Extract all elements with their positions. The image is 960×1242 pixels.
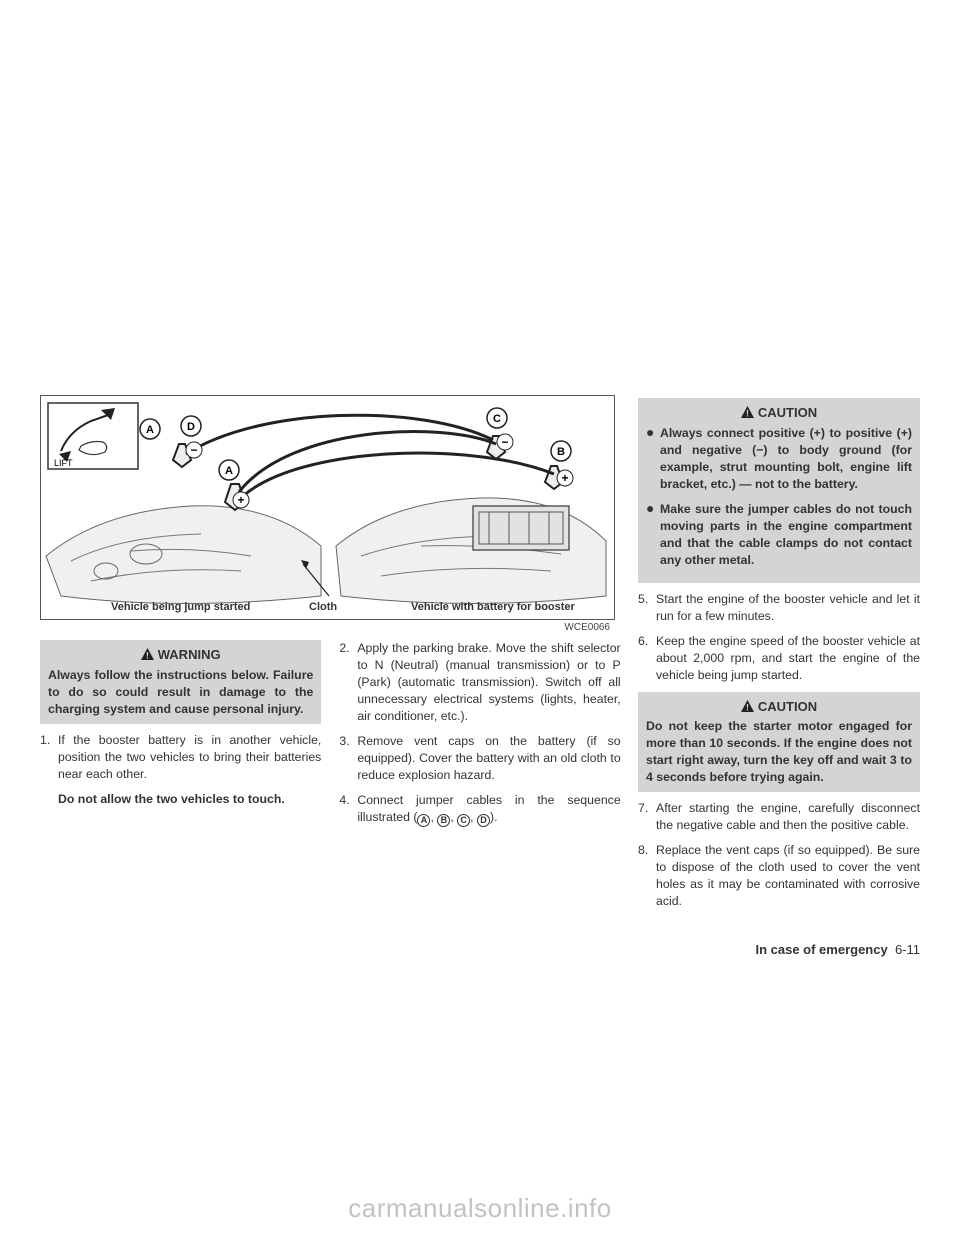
- step1-text: If the booster battery is in another veh…: [58, 732, 321, 783]
- caution-1: !CAUTION ●Always connect positive (+) to…: [638, 398, 920, 583]
- caption-right: Vehicle with battery for booster: [411, 601, 575, 613]
- svg-text:C: C: [493, 413, 501, 425]
- column-2: 2.Apply the parking brake. Move the shif…: [339, 640, 620, 835]
- caution1-b1: Always connect positive (+) to positive …: [660, 425, 912, 493]
- step3-num: 3.: [339, 733, 357, 784]
- caution1-head: CAUTION: [758, 405, 817, 420]
- svg-text:D: D: [187, 421, 195, 433]
- lift-label: LIFT: [54, 458, 73, 468]
- warning-head: WARNING: [158, 647, 221, 662]
- svg-text:!: !: [146, 651, 149, 661]
- warning-icon: !: [141, 647, 154, 665]
- step2-num: 2.: [339, 640, 357, 725]
- warning-icon: !: [741, 405, 754, 423]
- column-1: ! WARNING Always follow the instructions …: [40, 640, 321, 835]
- step4-num: 4.: [339, 792, 357, 827]
- caption-left: Vehicle being jump started: [111, 601, 250, 613]
- step2-text: Apply the parking brake. Move the shift …: [357, 640, 620, 725]
- step4-text: Connect jumper cables in the sequence il…: [357, 792, 620, 827]
- footer-page: 6-11: [895, 942, 920, 957]
- caption-cloth: Cloth: [309, 601, 337, 613]
- jump-start-diagram: LIFT A D A C B − + − +: [40, 395, 615, 620]
- svg-text:B: B: [557, 446, 565, 458]
- svg-text:A: A: [146, 424, 154, 436]
- footer-section: In case of emergency: [755, 942, 887, 957]
- do-not-touch: Do not allow the two vehicles to touch.: [58, 791, 321, 808]
- svg-text:−: −: [190, 443, 197, 457]
- warning-body: Always follow the instructions below. Fa…: [48, 667, 313, 718]
- step3-text: Remove vent caps on the battery (if so e…: [357, 733, 620, 784]
- svg-text:+: +: [237, 493, 244, 507]
- step8-text: Replace the vent caps (if so equipped). …: [656, 842, 920, 910]
- svg-text:A: A: [225, 465, 233, 477]
- caution1-b2: Make sure the jumper cables do not touch…: [660, 501, 912, 569]
- step5-num: 5.: [638, 591, 656, 625]
- step8-num: 8.: [638, 842, 656, 910]
- watermark: carmanualsonline.info: [348, 1193, 611, 1224]
- svg-text:+: +: [561, 471, 568, 485]
- page-footer: In case of emergency 6-11: [755, 942, 920, 957]
- diagram-svg: LIFT A D A C B − + − +: [41, 396, 614, 619]
- warning-box: ! WARNING Always follow the instructions …: [40, 640, 321, 724]
- svg-text:−: −: [501, 435, 508, 449]
- svg-text:!: !: [746, 409, 749, 419]
- step1-num: 1.: [40, 732, 58, 783]
- figure-code: WCE0066: [564, 622, 610, 633]
- step5-text: Start the engine of the booster vehicle …: [656, 591, 920, 625]
